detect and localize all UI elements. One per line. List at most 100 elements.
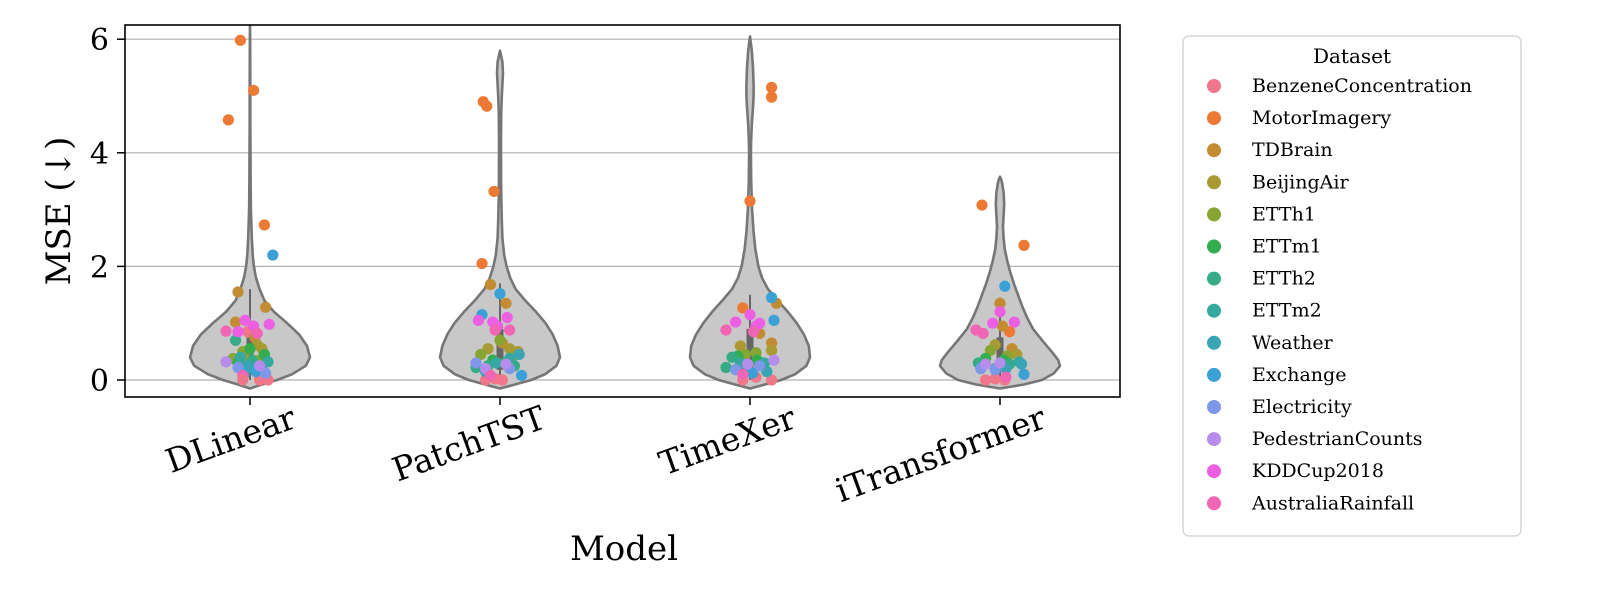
point-DLinear-10 [230,316,242,328]
x-axis: DLinear PatchTST TimeXer iTransformer [160,397,1051,510]
legend-label-Electricity: Electricity [1252,396,1352,418]
grid [125,38,1120,381]
point-iTransformer-6 [994,297,1006,309]
legend-marker-BeijingAir [1207,175,1221,190]
point-iTransformer-29 [987,317,999,329]
x-tick-label-PatchTST: PatchTST [387,398,551,489]
point-DLinear-7 [232,286,244,298]
point-TimeXer-10 [766,344,778,357]
point-iTransformer-0 [980,374,992,386]
point-DLinear-4 [248,84,260,96]
legend-label-AustraliaRainfall: AustraliaRainfall [1251,492,1414,514]
y-axis-label: MSE (↓) [39,137,79,286]
point-TimeXer-16 [726,351,738,363]
iqr-box-iTransformer [996,337,1004,372]
point-iTransformer-25 [980,358,992,370]
point-PatchTST-31 [500,358,512,370]
point-TimeXer-35 [737,368,749,380]
point-iTransformer-32 [1000,371,1012,383]
point-PatchTST-25 [494,288,506,300]
point-DLinear-18 [244,343,256,355]
point-iTransformer-19 [1016,358,1028,370]
point-iTransformer-22 [1018,368,1030,380]
point-DLinear-20 [230,334,242,346]
point-iTransformer-7 [996,320,1009,332]
point-TimeXer-23 [768,314,780,326]
point-iTransformer-21 [999,280,1011,292]
point-PatchTST-23 [513,348,525,361]
point-iTransformer-2 [989,373,1001,385]
point-TimeXer-29 [730,316,742,328]
point-PatchTST-38 [484,369,496,382]
legend-label-Weather: Weather [1252,332,1334,354]
point-TimeXer-3 [766,81,778,94]
point-TimeXer-5 [744,195,756,207]
legend-marker-MotorImagery [1207,111,1221,126]
point-TimeXer-6 [737,302,749,314]
violin-DLinear [188,25,312,390]
point-PatchTST-36 [489,324,501,336]
legend-marker-ETTm1 [1207,239,1221,254]
iqr-box-PatchTST [496,328,504,370]
y-tick-label-2: 4 [90,137,109,172]
point-PatchTST-29 [470,357,482,369]
point-DLinear-39 [220,325,232,337]
legend-marker-KDDCup2018 [1207,464,1221,479]
point-TimeXer-27 [742,358,754,370]
violins [188,25,1062,390]
point-TimeXer-17 [720,361,732,374]
point-PatchTST-11 [504,343,516,355]
point-TimeXer-22 [766,292,778,304]
legend: Dataset BenzeneConcentration MotorImagery… [1182,35,1522,537]
legend-label-ETTh2: ETTh2 [1252,268,1316,290]
point-TimeXer-24 [746,367,759,379]
legend-label-ETTh1: ETTh1 [1252,203,1316,225]
point-TimeXer-31 [744,309,756,321]
point-iTransformer-4 [1018,239,1030,251]
legend-marker-TDBrain [1207,143,1221,158]
legend-marker-ETTh1 [1207,207,1221,222]
point-iTransformer-3 [976,199,988,211]
point-PatchTST-6 [476,257,488,270]
point-PatchTST-4 [481,100,493,112]
violin-TimeXer [688,35,812,390]
point-TimeXer-4 [766,91,778,103]
point-DLinear-5 [222,114,234,126]
violin-iTransformer [938,175,1062,390]
point-PatchTST-35 [472,314,484,326]
point-PatchTST-22 [490,357,502,369]
point-DLinear-8 [260,301,272,313]
y-axis: 0 2 4 6 [90,23,125,399]
point-DLinear-24 [234,351,246,363]
legend-label-TDBrain: TDBrain [1252,139,1333,161]
point-DLinear-3 [234,34,246,46]
legend-frame [1182,35,1522,537]
point-PatchTST-34 [501,311,513,324]
point-PatchTST-27 [516,369,528,382]
point-TimeXer-33 [720,324,732,336]
legend-label-KDDCup2018: KDDCup2018 [1252,460,1384,482]
point-DLinear-37 [232,326,244,338]
x-tick-label-DLinear: DLinear [160,398,301,481]
point-PatchTST-8 [500,297,512,309]
point-iTransformer-27 [994,306,1006,318]
iqr-box-DLinear [246,337,254,372]
point-DLinear-34 [254,360,266,372]
point-DLinear-35 [239,314,251,326]
point-PatchTST-13 [475,348,487,361]
x-axis-label: Model [570,529,678,569]
y-tick-label-3: 6 [90,23,109,58]
point-TimeXer-26 [754,360,766,372]
point-iTransformer-31 [977,327,989,340]
y-tick-label-0: 0 [90,364,109,399]
legend-marker-Weather [1207,335,1221,350]
legend-label-PedestrianCounts: PedestrianCounts [1252,428,1423,450]
strip-points [220,34,1030,386]
point-TimeXer-11 [734,340,747,352]
point-TimeXer-1 [766,374,778,386]
legend-marker-ETTm2 [1207,303,1221,318]
point-PatchTST-14 [494,334,506,346]
point-PatchTST-7 [484,278,496,291]
legend-title: Dataset [1313,44,1391,68]
